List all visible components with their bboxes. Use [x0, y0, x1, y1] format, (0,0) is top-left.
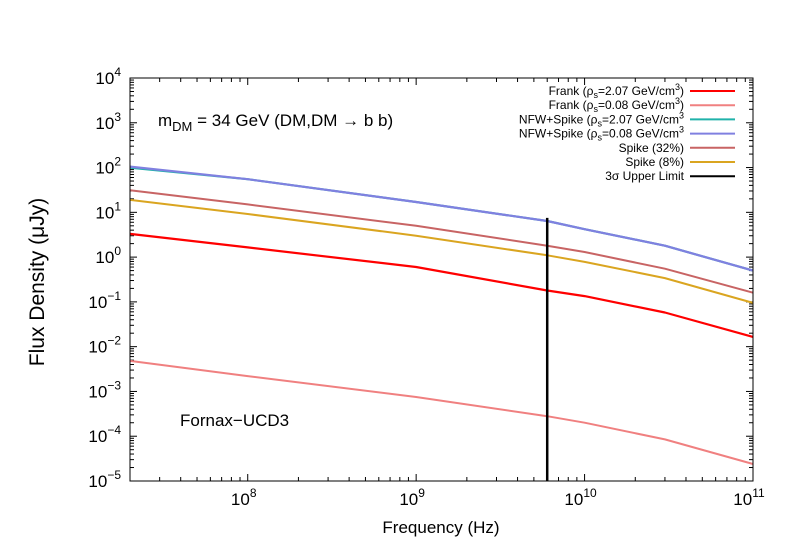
- y-tick-label: 10−5: [88, 468, 121, 491]
- x-tick-label: 108: [231, 486, 257, 509]
- mass-annotation: mDM = 34 GeV (DM,DM → b b): [158, 111, 393, 134]
- y-tick-label: 10−4: [88, 423, 121, 446]
- target-annotation: Fornax−UCD3: [180, 411, 289, 430]
- legend-label: NFW+Spike (ρs=0.08 GeV/cm3: [519, 125, 684, 143]
- y-tick-label: 10−3: [88, 378, 121, 401]
- legend-label: 3σ Upper Limit: [605, 169, 684, 183]
- legend-label: Frank (ρs=0.08 GeV/cm3): [549, 96, 684, 114]
- series-line-6: [129, 198, 754, 304]
- series-lines: [129, 165, 754, 481]
- legend-label: Spike (8%): [625, 155, 684, 169]
- legend-label: Frank (ρs=2.07 GeV/cm3): [549, 82, 684, 100]
- x-tick-label: 1011: [733, 486, 765, 509]
- legend-label: NFW+Spike (ρs=2.07 GeV/cm3: [519, 110, 684, 128]
- y-tick-label: 103: [95, 110, 121, 133]
- y-tick-label: 10−1: [88, 289, 121, 312]
- plot-frame: [129, 77, 754, 482]
- x-tick-label: 109: [399, 486, 425, 509]
- y-tick-label: 10−2: [88, 334, 121, 357]
- y-tick-label: 101: [95, 199, 121, 222]
- y-tick-label: 100: [95, 244, 121, 267]
- x-axis-title: Frequency (Hz): [382, 518, 499, 537]
- ticks: 10−5 10−4 10−3 10−2 10−1 100 101 102 103 104 108 10…: [88, 65, 765, 509]
- x-tick-label: 1010: [564, 486, 597, 509]
- series-line-1: [129, 232, 754, 338]
- y-tick-label: 102: [95, 155, 121, 178]
- legend-label: Spike (32%): [619, 141, 684, 155]
- y-axis-title: Flux Density (μJy): [26, 198, 49, 366]
- legend: Frank (ρs=2.07 GeV/cm3)Frank (ρs=0.08 Ge…: [519, 82, 735, 183]
- y-tick-label: 104: [95, 65, 121, 88]
